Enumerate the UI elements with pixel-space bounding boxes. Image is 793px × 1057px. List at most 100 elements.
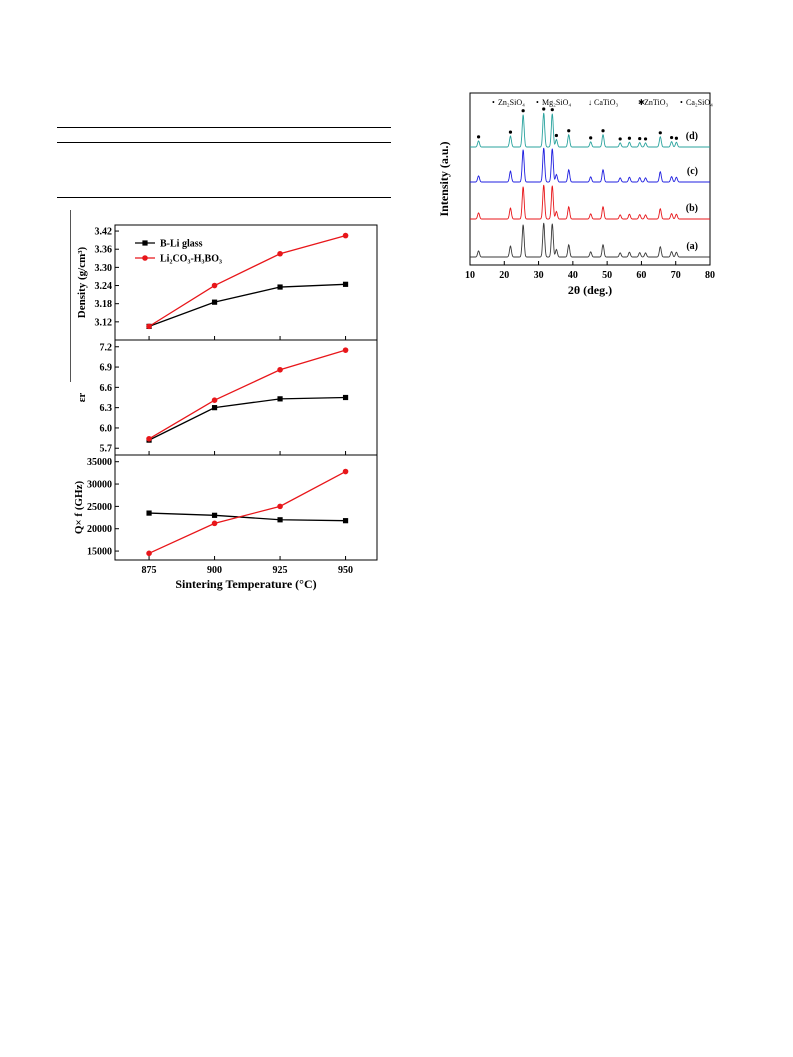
phase-marker — [670, 135, 674, 140]
xrd-pattern-line — [470, 112, 710, 148]
legend-label: ZnTiO₃ — [644, 98, 668, 107]
data-point — [277, 250, 283, 257]
phase-marker — [601, 129, 605, 133]
panel-frame — [114, 454, 378, 561]
data-point — [277, 517, 283, 523]
y-tick-label: 3.42 — [95, 227, 113, 238]
legend-symbol: • — [536, 98, 539, 107]
legend-label: Mg₂SiO₄ — [542, 98, 571, 107]
phase-marker — [550, 108, 554, 112]
y-tick-label: 6.0 — [100, 423, 113, 434]
x-tick-label: 950 — [338, 565, 353, 576]
y-axis-label: Intensity (a.u.) — [437, 141, 451, 216]
legend-label: B-Li glass — [160, 239, 203, 250]
phase-marker — [638, 136, 642, 141]
y-tick-label: 35000 — [87, 457, 112, 468]
margin-rule — [70, 210, 71, 382]
y-tick-label: 7.2 — [100, 342, 113, 353]
y-tick-label: 3.36 — [95, 245, 113, 256]
series-line — [148, 349, 346, 440]
data-point — [342, 232, 349, 239]
data-point — [146, 550, 152, 557]
table-top-rule — [57, 127, 391, 128]
data-point — [277, 284, 283, 290]
phase-marker — [627, 136, 632, 140]
data-point — [342, 468, 349, 475]
x-axis-label: Sintering Temperature (°C) — [175, 577, 316, 591]
data-point — [211, 299, 218, 305]
x-tick-label: 925 — [273, 565, 288, 576]
legend-marker — [142, 240, 148, 246]
y-tick-label: 25000 — [87, 502, 112, 513]
y-tick-label: 3.18 — [95, 299, 113, 310]
legend-label: Zn₂SiO₄ — [498, 98, 525, 107]
legend-symbol: ✱ — [638, 98, 645, 107]
x-tick-label: 30 — [534, 270, 544, 281]
y-tick-label: 6.3 — [100, 403, 113, 414]
phase-marker — [658, 131, 662, 135]
data-point — [342, 518, 349, 524]
data-point — [342, 347, 349, 353]
x-tick-label: 50 — [602, 270, 612, 281]
legend-symbol: • — [680, 98, 683, 107]
plot-frame — [469, 92, 711, 266]
x-axis-label: 2θ (deg.) — [568, 283, 612, 297]
xrd-pattern-chart: 10 20 30 40 50 60 70 80 2θ (deg.) Intensity (a.u.… — [437, 92, 715, 297]
legend-marker — [142, 255, 148, 261]
data-point — [146, 435, 152, 442]
y-axis-label: εr — [76, 393, 88, 403]
phase-marker — [589, 136, 593, 140]
y-tick-label: 5.7 — [100, 444, 113, 455]
y-axis-label: Q× f (GHz) — [73, 481, 85, 535]
phase-marker — [542, 107, 546, 111]
pattern-label: (d) — [686, 131, 698, 142]
data-point — [211, 520, 218, 527]
sintering-properties-chart: 3.12 3.18 3.24 3.30 3.36 3.42 Density (g/cm³) 5… — [73, 224, 378, 591]
phase-marker — [643, 137, 648, 141]
data-point — [211, 282, 218, 289]
xrd-pattern-line — [470, 184, 710, 220]
x-tick-label: 875 — [142, 565, 157, 576]
legend-label: CaTiO₃ — [594, 98, 618, 107]
legend-symbol: • — [492, 98, 495, 107]
series-line — [148, 283, 346, 327]
phase-marker — [567, 129, 571, 133]
pattern-label: (c) — [687, 166, 698, 177]
x-tick-label: 70 — [671, 270, 681, 281]
y-tick-label: 20000 — [87, 524, 112, 535]
y-tick-label: 3.24 — [95, 281, 113, 292]
data-point — [211, 397, 218, 404]
x-tick-label: 80 — [705, 270, 715, 281]
legend-symbol: ↓ — [588, 98, 592, 107]
series-line — [148, 234, 346, 327]
pattern-label: (b) — [686, 203, 698, 214]
series-line — [148, 396, 346, 441]
x-tick-label: 40 — [568, 270, 578, 281]
y-tick-label: 6.9 — [100, 363, 113, 374]
legend-label: Ca₂SiO₄ — [686, 98, 713, 107]
table-header-rule — [57, 142, 391, 143]
phase-marker — [618, 137, 622, 141]
data-point — [211, 512, 218, 518]
phase-marker — [674, 136, 678, 140]
y-tick-label: 6.6 — [100, 383, 113, 394]
data-point — [211, 405, 218, 411]
phase-marker — [476, 135, 481, 139]
y-tick-label: 30000 — [87, 480, 112, 491]
data-point — [146, 323, 152, 330]
data-point — [277, 503, 283, 510]
x-tick-label: 900 — [207, 565, 222, 576]
series-line — [149, 512, 346, 522]
legend-label: Li₂CO₃-H₃BO₃ — [160, 254, 222, 265]
x-tick-label: 20 — [499, 270, 509, 281]
data-point — [277, 366, 283, 373]
data-point — [342, 281, 349, 287]
phase-marker — [521, 109, 525, 113]
y-tick-label: 3.30 — [95, 263, 113, 274]
y-tick-label: 3.12 — [95, 317, 113, 328]
x-tick-label: 60 — [636, 270, 646, 281]
xrd-pattern-line — [470, 147, 710, 183]
data-point — [342, 394, 349, 401]
pattern-label: (a) — [686, 241, 698, 252]
data-point — [277, 396, 283, 402]
